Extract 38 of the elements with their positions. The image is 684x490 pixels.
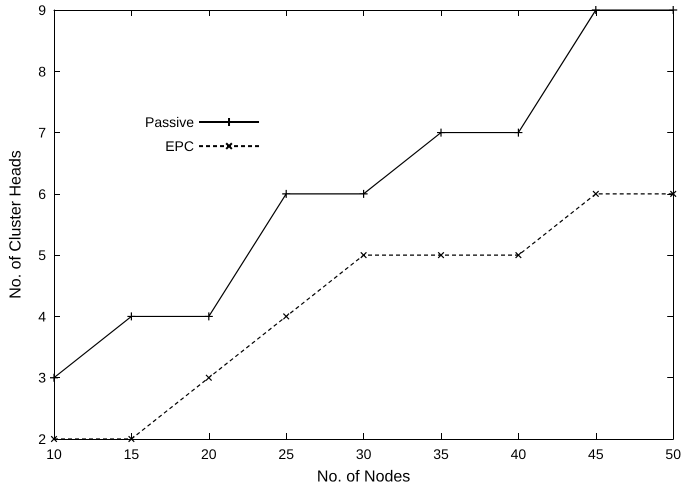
point xyxy=(514,252,522,259)
point xyxy=(282,313,290,320)
y-tick-label: 5 xyxy=(38,247,46,264)
y-tick-label: 3 xyxy=(38,370,46,386)
point xyxy=(282,189,291,198)
point xyxy=(438,252,444,259)
y-axis-title: No. of Cluster Heads xyxy=(8,150,24,299)
point xyxy=(670,190,677,198)
x-tick-label: 15 xyxy=(124,446,140,462)
point xyxy=(591,5,600,15)
point xyxy=(359,189,368,198)
x-tick-label: 30 xyxy=(356,446,372,462)
legend-label: EPC xyxy=(165,138,194,154)
y-tick-label: 7 xyxy=(38,124,46,141)
point xyxy=(668,5,678,15)
point xyxy=(514,128,524,138)
y-tick-label: 8 xyxy=(38,63,46,80)
point xyxy=(205,374,212,382)
x-tick-label: 50 xyxy=(665,446,682,462)
y-tick-label: 6 xyxy=(38,186,46,202)
x-tick-label: 35 xyxy=(433,446,450,462)
x-tick-label: 40 xyxy=(510,446,526,462)
y-tick-label: 9 xyxy=(38,2,46,18)
point xyxy=(126,312,136,322)
y-tick-label: 4 xyxy=(38,308,46,324)
point xyxy=(128,436,135,442)
x-axis-title: No. of Nodes xyxy=(316,468,410,486)
y-tick-label: 2 xyxy=(38,431,46,447)
x-tick-label: 10 xyxy=(46,446,62,462)
x-tick-label: 25 xyxy=(278,446,294,462)
point xyxy=(204,312,214,322)
x-tick-label: 45 xyxy=(588,446,604,462)
legend-label: Passive xyxy=(144,114,194,130)
point xyxy=(50,436,58,442)
point xyxy=(436,128,446,138)
point xyxy=(592,190,600,198)
x-tick-label: 20 xyxy=(201,446,217,462)
point xyxy=(360,252,368,259)
